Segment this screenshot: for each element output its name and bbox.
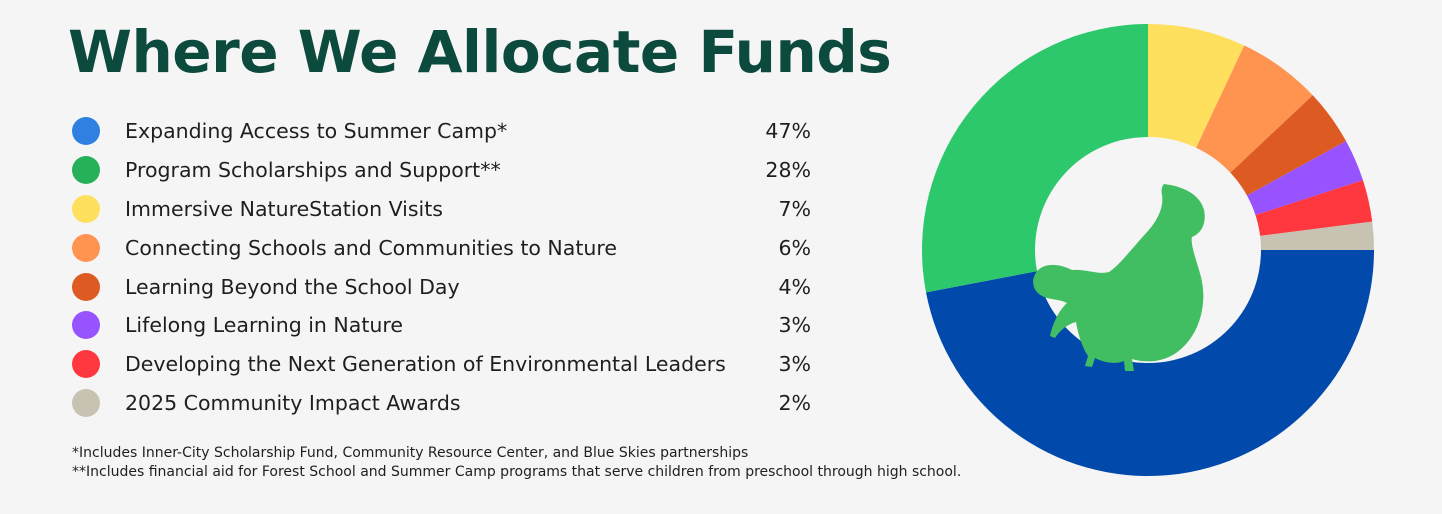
legend-item: Lifelong Learning in Nature 3% xyxy=(72,306,817,345)
legend-label: Learning Beyond the School Day xyxy=(125,274,460,299)
legend-item: Immersive NatureStation Visits 7% xyxy=(72,190,817,229)
bird-icon xyxy=(1033,184,1205,371)
legend-swatch xyxy=(72,388,100,417)
footnote: *Includes Inner-City Scholarship Fund, C… xyxy=(72,445,749,461)
page-title: Where We Allocate Funds xyxy=(68,18,892,86)
legend-label: Program Scholarships and Support** xyxy=(125,158,501,183)
legend-value: 7% xyxy=(778,196,811,221)
legend-swatch xyxy=(72,311,100,340)
legend-value: 47% xyxy=(765,119,811,144)
donut-slice xyxy=(926,250,1374,477)
legend-value: 4% xyxy=(778,274,811,299)
donut-chart xyxy=(921,23,1374,477)
legend-item: 2025 Community Impact Awards 2% xyxy=(72,384,817,423)
legend-value: 3% xyxy=(778,352,811,377)
legend-label: 2025 Community Impact Awards xyxy=(125,390,461,415)
legend-swatch xyxy=(72,117,100,146)
legend-value: 28% xyxy=(765,158,811,183)
legend-item: Developing the Next Generation of Enviro… xyxy=(72,345,817,384)
legend-label: Connecting Schools and Communities to Na… xyxy=(125,235,617,260)
legend-item: Program Scholarships and Support** 28% xyxy=(72,151,817,190)
legend-swatch xyxy=(72,156,100,185)
legend-label: Lifelong Learning in Nature xyxy=(125,313,403,338)
legend-swatch xyxy=(72,350,100,379)
legend-label: Expanding Access to Summer Camp* xyxy=(125,119,508,144)
legend-label: Developing the Next Generation of Enviro… xyxy=(125,352,726,377)
legend-swatch xyxy=(72,194,100,223)
legend-swatch xyxy=(72,272,100,301)
footnotes: *Includes Inner-City Scholarship Fund, C… xyxy=(72,444,961,482)
legend-swatch xyxy=(72,233,100,262)
legend-value: 3% xyxy=(778,313,811,338)
legend-value: 2% xyxy=(778,390,811,415)
legend: Expanding Access to Summer Camp* 47% Pro… xyxy=(72,112,817,422)
legend-item: Connecting Schools and Communities to Na… xyxy=(72,228,817,267)
legend-label: Immersive NatureStation Visits xyxy=(125,196,443,221)
legend-value: 6% xyxy=(778,235,811,260)
legend-item: Expanding Access to Summer Camp* 47% xyxy=(72,112,817,151)
footnote: **Includes financial aid for Forest Scho… xyxy=(72,464,962,480)
legend-item: Learning Beyond the School Day 4% xyxy=(72,267,817,306)
